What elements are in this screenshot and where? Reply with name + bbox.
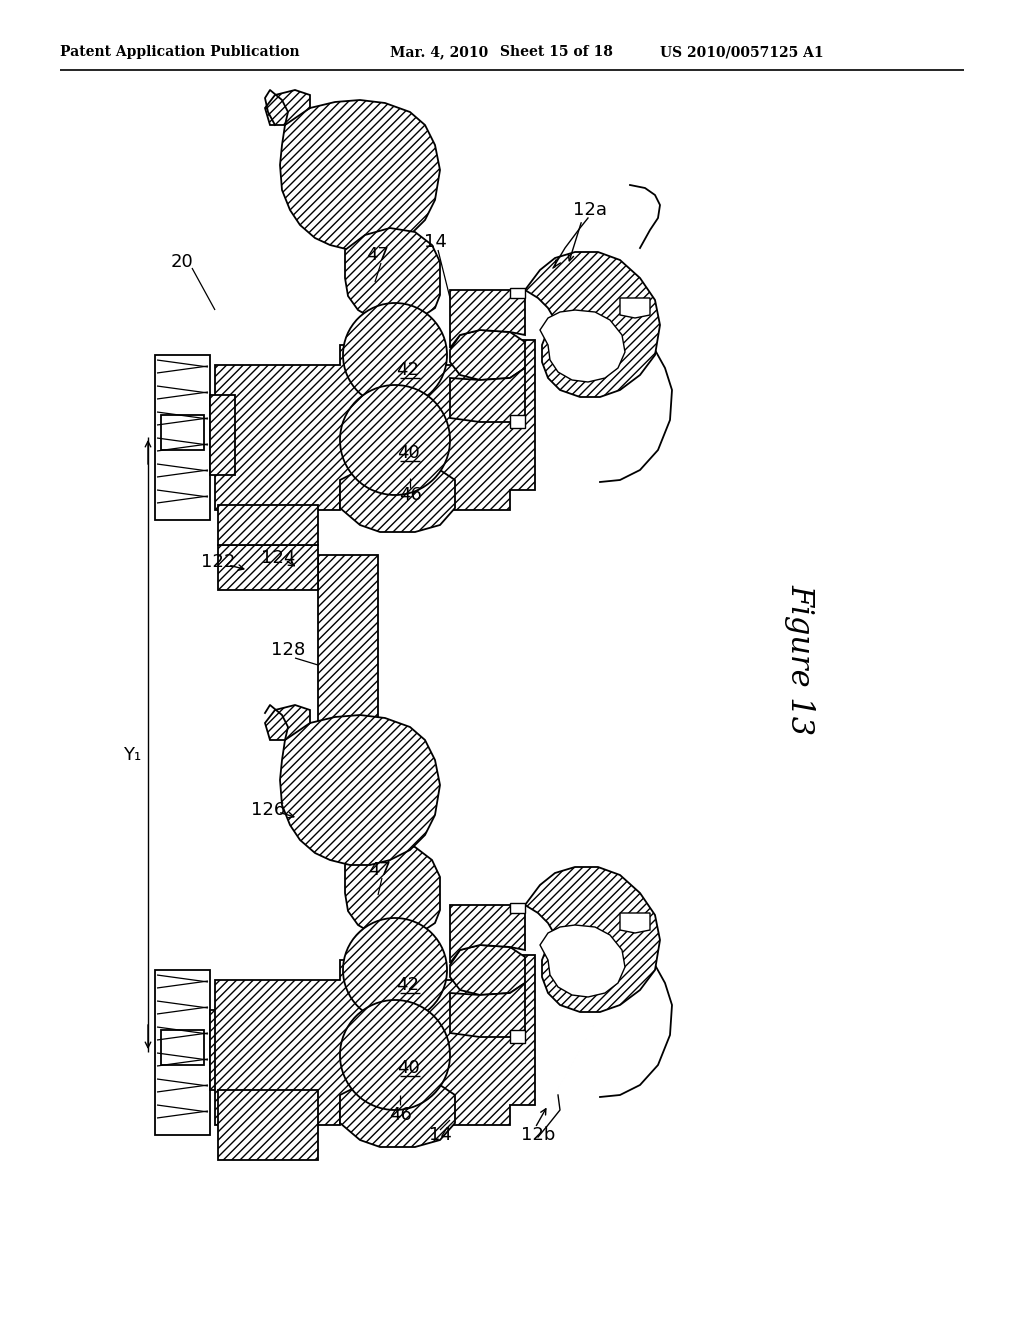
Polygon shape	[345, 843, 440, 937]
Polygon shape	[210, 1010, 234, 1090]
Text: 40: 40	[396, 444, 420, 462]
Text: Sheet 15 of 18: Sheet 15 of 18	[500, 45, 613, 59]
Polygon shape	[510, 288, 525, 298]
Text: 12a: 12a	[573, 201, 607, 219]
Polygon shape	[525, 252, 660, 397]
Polygon shape	[265, 90, 310, 125]
Polygon shape	[540, 310, 625, 381]
Polygon shape	[525, 867, 660, 1012]
Polygon shape	[218, 1090, 318, 1160]
Text: Figure 13: Figure 13	[784, 585, 815, 735]
Polygon shape	[620, 298, 650, 318]
Polygon shape	[218, 545, 318, 590]
Text: 40: 40	[396, 1059, 420, 1077]
Circle shape	[343, 304, 447, 407]
Polygon shape	[265, 705, 310, 741]
Text: 12b: 12b	[521, 1126, 555, 1144]
Text: Patent Application Publication: Patent Application Publication	[60, 45, 300, 59]
Polygon shape	[280, 715, 440, 865]
Polygon shape	[155, 355, 210, 520]
Text: 46: 46	[388, 1106, 412, 1125]
Polygon shape	[318, 554, 378, 814]
Circle shape	[340, 1001, 450, 1110]
Polygon shape	[340, 1080, 455, 1147]
Circle shape	[340, 385, 450, 495]
Text: Mar. 4, 2010: Mar. 4, 2010	[390, 45, 488, 59]
Polygon shape	[210, 395, 234, 475]
Text: 47: 47	[369, 861, 391, 879]
Polygon shape	[155, 970, 210, 1135]
Polygon shape	[215, 954, 535, 1125]
Circle shape	[343, 917, 447, 1022]
Polygon shape	[510, 903, 525, 913]
Text: 46: 46	[398, 486, 422, 504]
Text: 14: 14	[429, 1126, 452, 1144]
Text: Y₁: Y₁	[123, 746, 141, 764]
Polygon shape	[215, 341, 535, 510]
Polygon shape	[450, 983, 525, 1038]
Polygon shape	[450, 330, 525, 380]
Text: 20: 20	[171, 253, 194, 271]
Polygon shape	[450, 368, 525, 422]
Text: 14: 14	[424, 234, 446, 251]
Polygon shape	[510, 414, 525, 428]
Polygon shape	[450, 945, 525, 995]
Polygon shape	[218, 506, 318, 545]
Text: 42: 42	[396, 975, 420, 994]
Polygon shape	[345, 228, 440, 322]
Polygon shape	[161, 414, 204, 450]
Text: 42: 42	[396, 360, 420, 379]
Polygon shape	[340, 465, 455, 532]
Text: 47: 47	[367, 246, 389, 264]
Text: US 2010/0057125 A1: US 2010/0057125 A1	[660, 45, 823, 59]
Polygon shape	[450, 290, 525, 348]
Polygon shape	[161, 1030, 204, 1065]
Polygon shape	[510, 1030, 525, 1043]
Text: 122: 122	[201, 553, 236, 572]
Text: 128: 128	[271, 642, 305, 659]
Polygon shape	[540, 925, 625, 997]
Text: 126: 126	[251, 801, 285, 818]
Polygon shape	[450, 906, 525, 964]
Polygon shape	[620, 913, 650, 933]
Polygon shape	[280, 100, 440, 249]
Text: 124: 124	[261, 549, 295, 568]
